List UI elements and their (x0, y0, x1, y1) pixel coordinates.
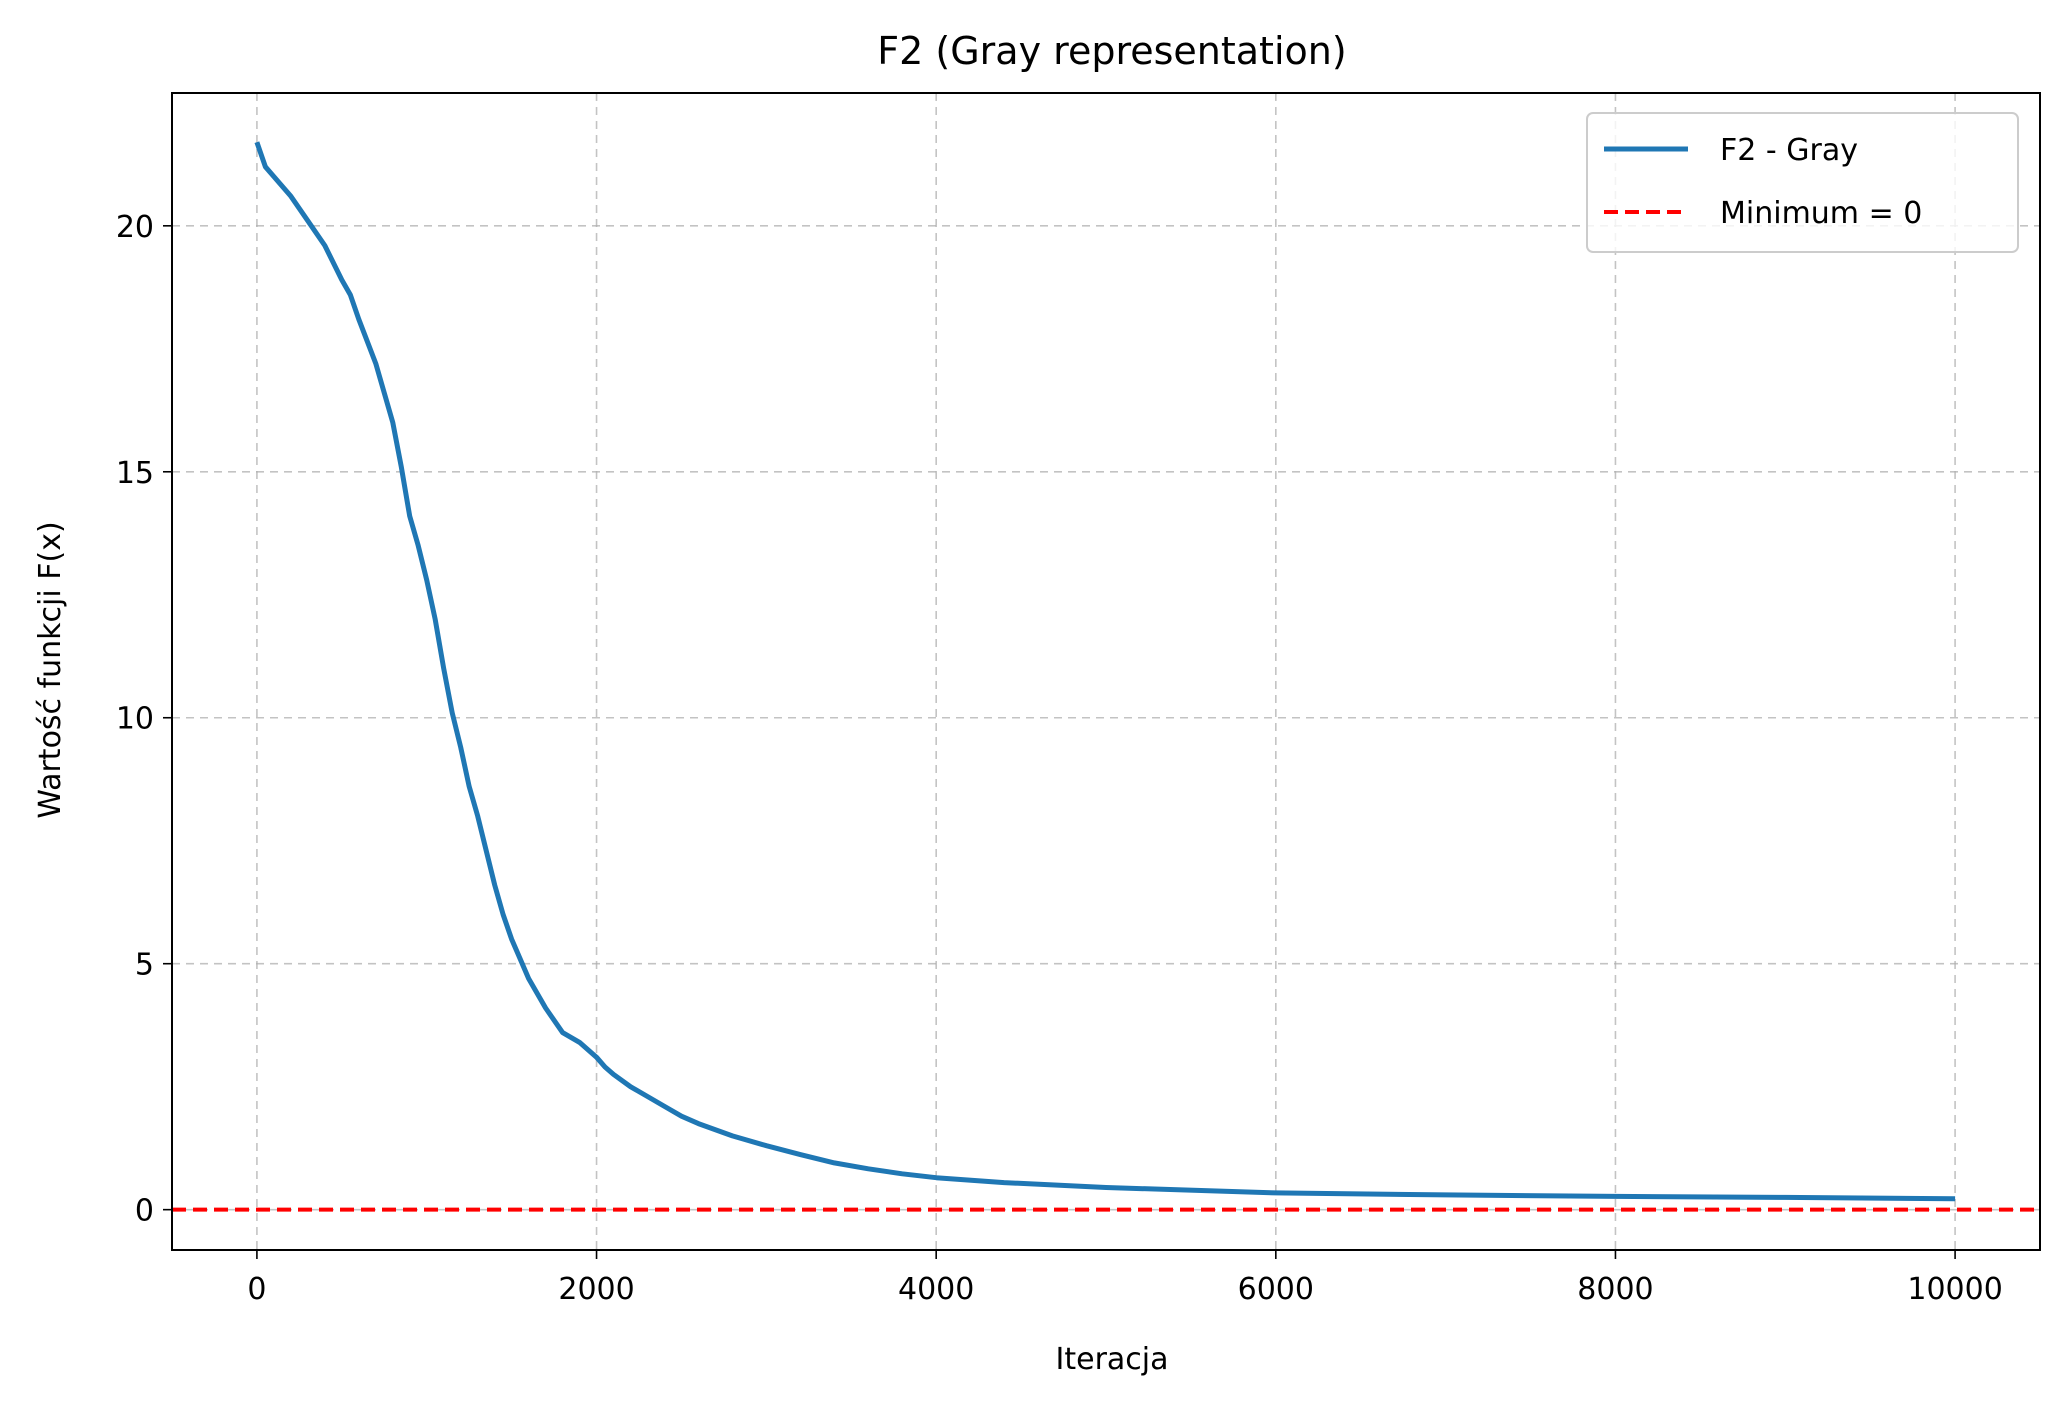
chart-title: F2 (Gray representation) (877, 29, 1346, 73)
x-axis-label: Iteracja (1056, 1342, 1169, 1377)
y-axis: 0 5 10 15 20 (116, 210, 172, 1229)
x-tick-label: 2000 (558, 1272, 634, 1307)
y-tick-label: 5 (135, 948, 154, 983)
plot-frame (171, 92, 2041, 1251)
series-line-f2-gray (254, 141, 1956, 1202)
y-tick-label: 20 (116, 210, 154, 245)
legend: F2 - Gray Minimum = 0 (1586, 112, 2019, 253)
y-tick-label: 0 (135, 1194, 154, 1229)
plot-area (171, 92, 2041, 1251)
legend-label-minimum: Minimum = 0 (1720, 196, 1922, 231)
x-axis: 0 2000 4000 6000 8000 10000 (247, 1250, 2003, 1307)
y-axis-label: Wartość funkcji F(x) (33, 521, 68, 818)
legend-label-f2-gray: F2 - Gray (1720, 133, 1858, 168)
x-tick-label: 6000 (1238, 1272, 1314, 1307)
x-tick-label: 10000 (1907, 1272, 2002, 1307)
y-tick-label: 15 (116, 456, 154, 491)
y-tick-label: 10 (116, 702, 154, 737)
legend-box (1586, 112, 2019, 253)
x-tick-label: 8000 (1577, 1272, 1653, 1307)
series-layer (172, 141, 2040, 1212)
x-tick-label: 0 (247, 1272, 266, 1307)
x-tick-label: 4000 (898, 1272, 974, 1307)
